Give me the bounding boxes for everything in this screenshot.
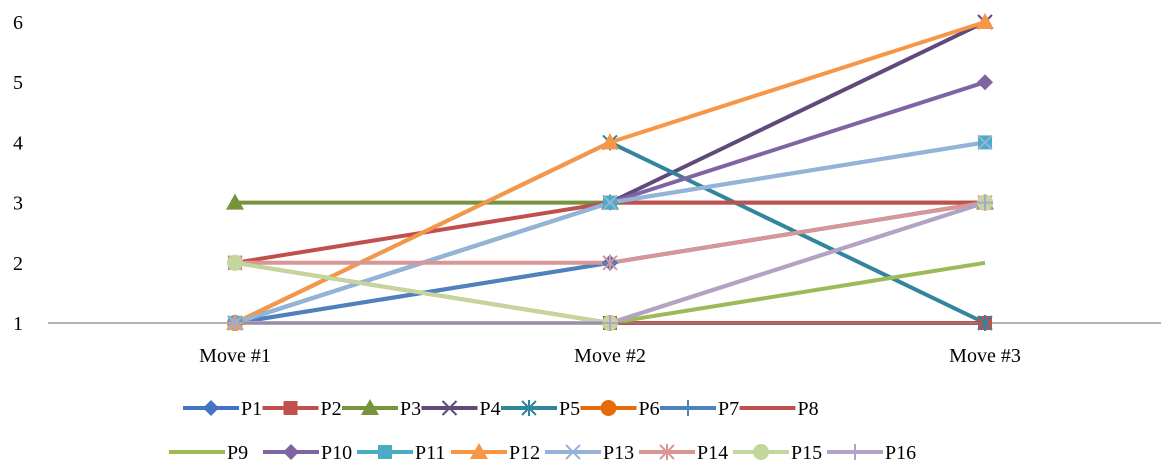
data-point-p16 [227,315,243,331]
series-line-p2 [234,260,985,325]
legend-item-p8: P8 [739,398,819,420]
series-line-p5 [234,140,986,325]
legend-item-p3: P3 [342,398,421,420]
legend-marker-p15 [753,444,769,460]
series-line-p11 [234,140,986,325]
data-point-p13 [977,134,993,151]
legend-label: P16 [885,442,916,464]
series-lines [234,20,986,325]
legend-label: P3 [400,398,421,420]
series-line-p13 [234,140,986,325]
series-line-p9 [235,260,986,325]
legend-marker-p10 [283,444,299,460]
legend-marker-p11 [378,445,392,459]
legend-item-p10: P10 [263,442,352,464]
legend-label: P10 [321,442,352,464]
legend-marker-p12 [470,443,488,459]
legend-marker-p3 [361,399,379,415]
legend-marker-p13 [565,444,581,460]
legend-marker-p7 [680,400,696,416]
legend-item-p6: P6 [580,398,660,420]
legend-marker-p1 [203,400,219,416]
data-point-p14 [602,254,618,271]
y-tick-label: 2 [13,253,23,275]
legend-label: P6 [639,398,660,420]
legend-item-p11: P11 [357,442,445,464]
legend-item-p15: P15 [733,442,822,464]
legend-item-p13: P13 [545,442,634,464]
y-tick-label: 4 [13,132,23,154]
data-point-p16 [602,315,618,331]
legend-item-p1: P1 [183,398,262,420]
legend-item-p16: P16 [827,442,916,464]
series-line-p14 [235,200,986,265]
data-point-p13 [602,194,618,211]
y-tick-label: 3 [13,193,23,215]
data-point-p3 [226,193,244,210]
y-tick-label: 6 [13,12,23,34]
legend-label: P9 [227,442,248,464]
data-point-p10 [977,74,993,91]
legend-marker-p14 [659,444,675,460]
data-point-p12 [976,13,994,29]
series-line-p12 [234,20,986,325]
legend-label: P15 [791,442,822,464]
legend-label: P8 [798,398,819,420]
legend-item-p4: P4 [421,398,501,420]
legend-marker-p6 [600,400,617,416]
series-line-p4 [234,20,986,325]
legend-item-p5: P5 [501,398,580,420]
legend-marker-p2 [283,401,298,415]
legend-item-p12: P12 [451,442,540,464]
x-tick-label: Move #1 [199,345,271,367]
legend: P1 P2 P3 P4 P5 P6 P7 P8 P9 P10 P11 P12 P13 P14 P15 P16 [169,398,916,464]
legend-label: P5 [559,398,580,420]
legend-label: P2 [321,398,342,420]
y-axis-tick-labels: 1 2 3 4 5 6 [13,12,23,335]
legend-marker-p16 [847,444,863,460]
legend-label: P12 [509,442,540,464]
legend-label: P13 [603,442,634,464]
legend-label: P11 [415,442,445,464]
legend-marker-p5 [521,400,537,416]
x-axis-tick-labels: Move #1 Move #2 Move #3 [199,345,1021,367]
legend-label: P4 [480,398,501,420]
legend-item-p2: P2 [262,398,342,420]
y-tick-label: 1 [13,313,23,335]
y-tick-label: 5 [13,72,23,94]
data-point-p12 [601,133,619,150]
series-line-p8 [234,200,985,265]
data-point-p16 [977,194,993,211]
legend-label: P7 [718,398,739,420]
legend-item-p14: P14 [639,442,728,464]
x-tick-label: Move #2 [574,345,646,367]
data-point-p5 [977,315,993,331]
legend-marker-p4 [441,400,458,416]
legend-label: P14 [697,442,728,464]
data-point-p15 [227,254,243,271]
legend-item-p7: P7 [660,398,739,420]
x-tick-label: Move #3 [949,345,1021,367]
legend-label: P1 [241,398,262,420]
series-markers [226,13,994,331]
legend-item-p9: P9 [169,442,248,464]
